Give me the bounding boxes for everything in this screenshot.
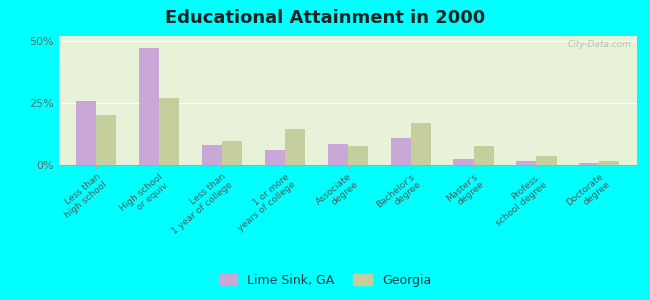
Bar bbox=[96, 116, 116, 165]
Text: City-Data.com: City-Data.com bbox=[567, 40, 631, 49]
Legend: Lime Sink, GA, Georgia: Lime Sink, GA, Georgia bbox=[215, 270, 435, 291]
Bar bbox=[202, 145, 222, 165]
Bar bbox=[579, 163, 599, 165]
Bar bbox=[473, 146, 493, 165]
Bar bbox=[454, 159, 473, 165]
Bar bbox=[139, 48, 159, 165]
Bar bbox=[159, 98, 179, 165]
Bar bbox=[348, 146, 368, 165]
Bar bbox=[265, 150, 285, 165]
Bar bbox=[391, 138, 411, 165]
Bar bbox=[411, 123, 431, 165]
Bar bbox=[328, 144, 348, 165]
Bar bbox=[285, 129, 305, 165]
Text: Educational Attainment in 2000: Educational Attainment in 2000 bbox=[165, 9, 485, 27]
Bar bbox=[536, 156, 556, 165]
Bar bbox=[76, 100, 96, 165]
Bar bbox=[599, 161, 619, 165]
Bar bbox=[516, 161, 536, 165]
Bar bbox=[222, 141, 242, 165]
